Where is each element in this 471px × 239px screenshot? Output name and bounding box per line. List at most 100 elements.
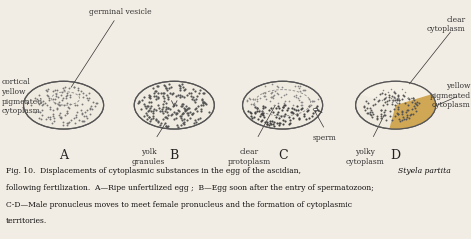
- Point: [398, 87, 406, 91]
- Ellipse shape: [24, 81, 104, 129]
- Point: [392, 91, 399, 94]
- Point: [200, 91, 208, 94]
- Point: [283, 108, 291, 112]
- Point: [159, 91, 167, 95]
- Point: [369, 112, 377, 116]
- Point: [261, 105, 269, 109]
- Point: [309, 111, 317, 115]
- Point: [183, 93, 191, 97]
- Point: [297, 107, 304, 111]
- Point: [39, 100, 47, 103]
- Point: [36, 110, 43, 114]
- Point: [27, 103, 35, 107]
- Point: [308, 99, 316, 103]
- Point: [410, 112, 417, 116]
- Point: [44, 87, 51, 91]
- Point: [191, 89, 199, 93]
- Point: [403, 115, 411, 119]
- Point: [65, 121, 72, 125]
- Point: [251, 103, 258, 107]
- Point: [189, 87, 196, 91]
- Point: [282, 92, 290, 96]
- Point: [142, 111, 149, 115]
- Point: [86, 112, 94, 116]
- Point: [165, 87, 173, 90]
- Point: [192, 97, 199, 101]
- Point: [151, 89, 159, 93]
- Point: [293, 113, 301, 117]
- Point: [56, 112, 64, 115]
- Point: [174, 108, 182, 112]
- Point: [203, 103, 210, 106]
- Point: [79, 102, 86, 106]
- Point: [165, 124, 172, 128]
- Point: [275, 110, 282, 114]
- Point: [84, 98, 92, 102]
- Point: [382, 108, 389, 112]
- Point: [289, 111, 296, 115]
- Point: [280, 103, 287, 107]
- Point: [63, 91, 70, 95]
- Point: [376, 92, 383, 96]
- Point: [136, 99, 143, 103]
- Point: [201, 101, 209, 105]
- Point: [287, 110, 295, 114]
- Text: sperm: sperm: [313, 134, 337, 142]
- Point: [32, 110, 39, 114]
- Point: [152, 119, 160, 122]
- Point: [246, 110, 254, 114]
- Point: [384, 90, 392, 94]
- Point: [405, 97, 413, 101]
- Point: [391, 96, 399, 100]
- Point: [164, 95, 171, 99]
- Point: [149, 116, 157, 120]
- Point: [175, 125, 182, 129]
- Point: [159, 102, 167, 106]
- Point: [59, 123, 67, 127]
- Point: [250, 115, 258, 119]
- Point: [65, 86, 73, 90]
- Point: [181, 109, 188, 112]
- Point: [191, 107, 199, 111]
- Point: [374, 116, 381, 120]
- Point: [281, 103, 289, 107]
- Point: [269, 123, 277, 126]
- Point: [199, 100, 207, 104]
- Point: [266, 123, 273, 127]
- Point: [378, 98, 386, 102]
- Point: [83, 116, 91, 120]
- Point: [398, 110, 406, 114]
- Point: [275, 121, 283, 125]
- Point: [397, 119, 404, 123]
- Point: [258, 109, 266, 113]
- Point: [403, 108, 411, 112]
- Point: [268, 91, 275, 95]
- Point: [162, 121, 169, 125]
- Point: [52, 101, 59, 105]
- Point: [296, 116, 303, 120]
- Point: [363, 106, 371, 110]
- Point: [60, 120, 67, 123]
- Point: [157, 92, 164, 95]
- Point: [399, 115, 407, 119]
- Point: [394, 94, 402, 98]
- Point: [248, 114, 255, 118]
- Point: [160, 117, 167, 121]
- Point: [73, 110, 81, 114]
- Point: [393, 98, 401, 102]
- Point: [413, 109, 420, 113]
- Point: [49, 112, 57, 116]
- Text: D: D: [390, 149, 401, 162]
- Point: [166, 107, 174, 111]
- Point: [163, 110, 171, 114]
- Point: [63, 101, 71, 104]
- Point: [280, 105, 287, 109]
- Point: [292, 95, 300, 98]
- Point: [402, 110, 409, 114]
- Point: [184, 118, 191, 122]
- Point: [172, 116, 180, 120]
- Point: [57, 115, 64, 119]
- Point: [249, 97, 257, 101]
- Point: [257, 119, 264, 122]
- Point: [55, 100, 63, 104]
